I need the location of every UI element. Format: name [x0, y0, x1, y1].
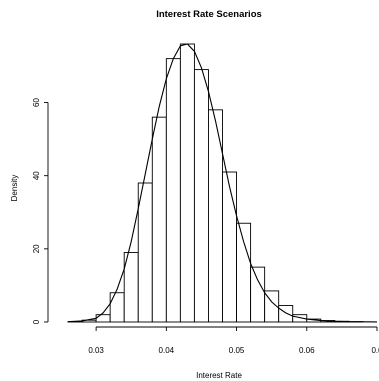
x-tick-label: 0.06 — [299, 346, 315, 355]
histogram-bar — [109, 292, 125, 323]
histogram-bars — [67, 43, 364, 323]
histogram-bar — [95, 314, 111, 323]
x-tick-label: 0.05 — [229, 346, 245, 355]
histogram-bar — [137, 182, 153, 323]
density-curve — [67, 43, 378, 323]
y-tick-label: 20 — [32, 244, 41, 253]
histogram-bar — [250, 266, 266, 323]
x-tick-label: 0.0 — [371, 346, 379, 355]
y-tick-label: 40 — [32, 171, 41, 180]
histogram-bar — [292, 314, 308, 323]
x-tick-label: 0.04 — [159, 346, 175, 355]
x-tick-label: 0.03 — [88, 346, 104, 355]
chart-title: Interest Rate Scenarios — [156, 9, 262, 20]
histogram-bar — [278, 305, 294, 323]
x-axis: 0.03 0.04 0.05 0.06 0.0 — [88, 326, 379, 355]
y-tick-label: 60 — [32, 98, 41, 107]
histogram-bar — [179, 43, 195, 323]
histogram-bar — [222, 171, 238, 323]
histogram-bar — [193, 69, 209, 323]
histogram-bar — [165, 58, 181, 323]
x-axis-label: Interest Rate — [196, 371, 242, 380]
y-axis: 0 20 40 60 — [32, 98, 49, 324]
histogram-bar — [236, 222, 252, 323]
y-axis-label: Density — [10, 175, 19, 202]
y-tick-label: 0 — [32, 319, 41, 324]
histogram-bar — [151, 116, 167, 323]
